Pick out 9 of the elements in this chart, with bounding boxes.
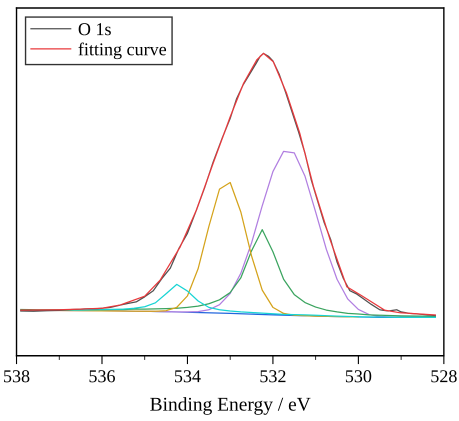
- x-axis-title: Binding Energy / eV: [150, 397, 311, 415]
- x-tick-label: 534: [174, 370, 201, 382]
- x-tick-label: 538: [4, 370, 30, 382]
- legend-label: fitting curve: [78, 42, 166, 60]
- x-tick-label: 528: [431, 370, 457, 382]
- x-tick-label: 536: [90, 370, 115, 382]
- legend-label: O 1s: [78, 23, 111, 36]
- x-tick-label: 530: [346, 370, 372, 382]
- x-tick-label: 532: [260, 370, 286, 382]
